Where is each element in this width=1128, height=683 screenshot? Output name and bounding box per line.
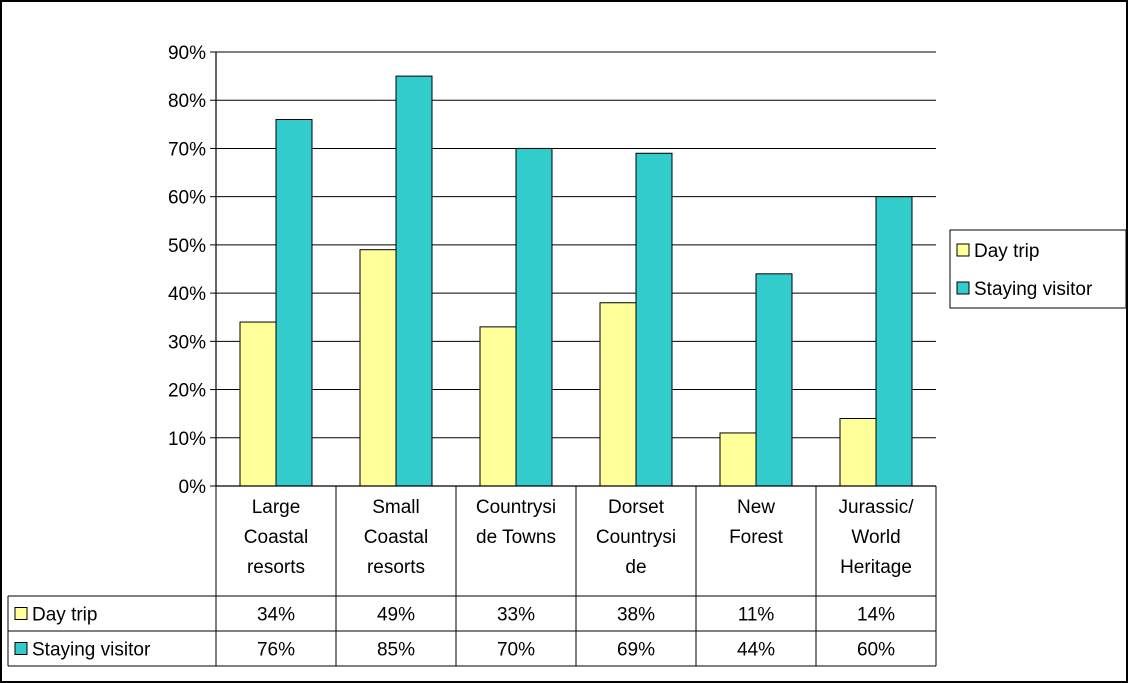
bar-day-trip <box>359 249 397 487</box>
x-category-label: Coastal <box>244 527 308 548</box>
x-category-label: resorts <box>247 557 305 578</box>
plot-area: 0% 10% 20% 30% 40% 50% 60% 70% 80% 90% <box>168 43 936 498</box>
y-tick-label: 60% <box>168 188 206 209</box>
data-label: 60% <box>857 640 895 661</box>
x-category-label: New <box>737 497 775 518</box>
bar-staying-visitor <box>875 196 913 487</box>
legend: Day trip Staying visitor <box>949 229 1127 309</box>
bar-day-trip <box>479 326 517 487</box>
y-tick-label: 0% <box>179 477 207 498</box>
bar-day-trip <box>239 321 277 487</box>
data-label: 14% <box>857 605 895 626</box>
x-category-label: Dorset <box>608 497 665 518</box>
data-label: 11% <box>738 605 775 626</box>
y-tick-label: 50% <box>168 236 206 257</box>
x-category-label: Small <box>372 497 420 518</box>
x-category-label: Coastal <box>364 527 428 548</box>
bar-staying-visitor <box>635 152 673 487</box>
legend-label: Day trip <box>974 241 1039 262</box>
y-tick-label: 20% <box>168 381 206 402</box>
data-label: 70% <box>497 640 535 661</box>
legend-key <box>956 281 970 295</box>
bar-day-trip <box>599 302 637 487</box>
legend-label: Staying visitor <box>974 279 1093 300</box>
legend-key <box>956 243 970 257</box>
data-label: 34% <box>257 605 295 626</box>
data-label: 76% <box>257 640 295 661</box>
x-category-label: de Towns <box>476 527 556 548</box>
bar-staying-visitor <box>275 119 313 487</box>
plot-background <box>216 52 936 486</box>
x-category-label: resorts <box>367 557 425 578</box>
x-category-label: Heritage <box>840 557 912 578</box>
data-label: 33% <box>497 605 535 626</box>
table-series-name: Day trip <box>32 605 97 626</box>
x-category-label: Large <box>252 497 301 518</box>
y-tick-label: 30% <box>168 332 206 353</box>
bar-day-trip <box>839 417 877 487</box>
table-series-name: Staying visitor <box>32 640 151 661</box>
x-category-label: Forest <box>729 527 784 548</box>
y-tick-label: 90% <box>168 43 206 64</box>
data-label: 85% <box>377 640 415 661</box>
data-label: 44% <box>737 640 775 661</box>
bar-staying-visitor <box>395 75 433 487</box>
data-label: 49% <box>377 605 415 626</box>
y-tick-label: 70% <box>168 139 206 160</box>
data-label: 38% <box>617 605 655 626</box>
data-table: Large Coastal resorts Small Coastal resorts Co… <box>7 486 937 667</box>
y-tick-label: 80% <box>168 91 206 112</box>
table-legend-key <box>14 642 28 655</box>
bar-staying-visitor <box>515 147 553 487</box>
y-tick-label: 40% <box>168 284 206 305</box>
x-category-label: Countrysi <box>596 527 676 548</box>
x-category-label: Jurassic/ <box>839 497 915 518</box>
bar-day-trip <box>719 432 757 487</box>
x-category-label: de <box>625 557 646 578</box>
legend-box <box>949 229 1127 309</box>
bar-staying-visitor <box>755 273 793 487</box>
data-label: 69% <box>617 640 655 661</box>
table-legend-key <box>14 607 28 620</box>
x-category-label: World <box>851 527 900 548</box>
x-category-label: Countrysi <box>476 497 556 518</box>
y-tick-label: 10% <box>168 429 206 450</box>
